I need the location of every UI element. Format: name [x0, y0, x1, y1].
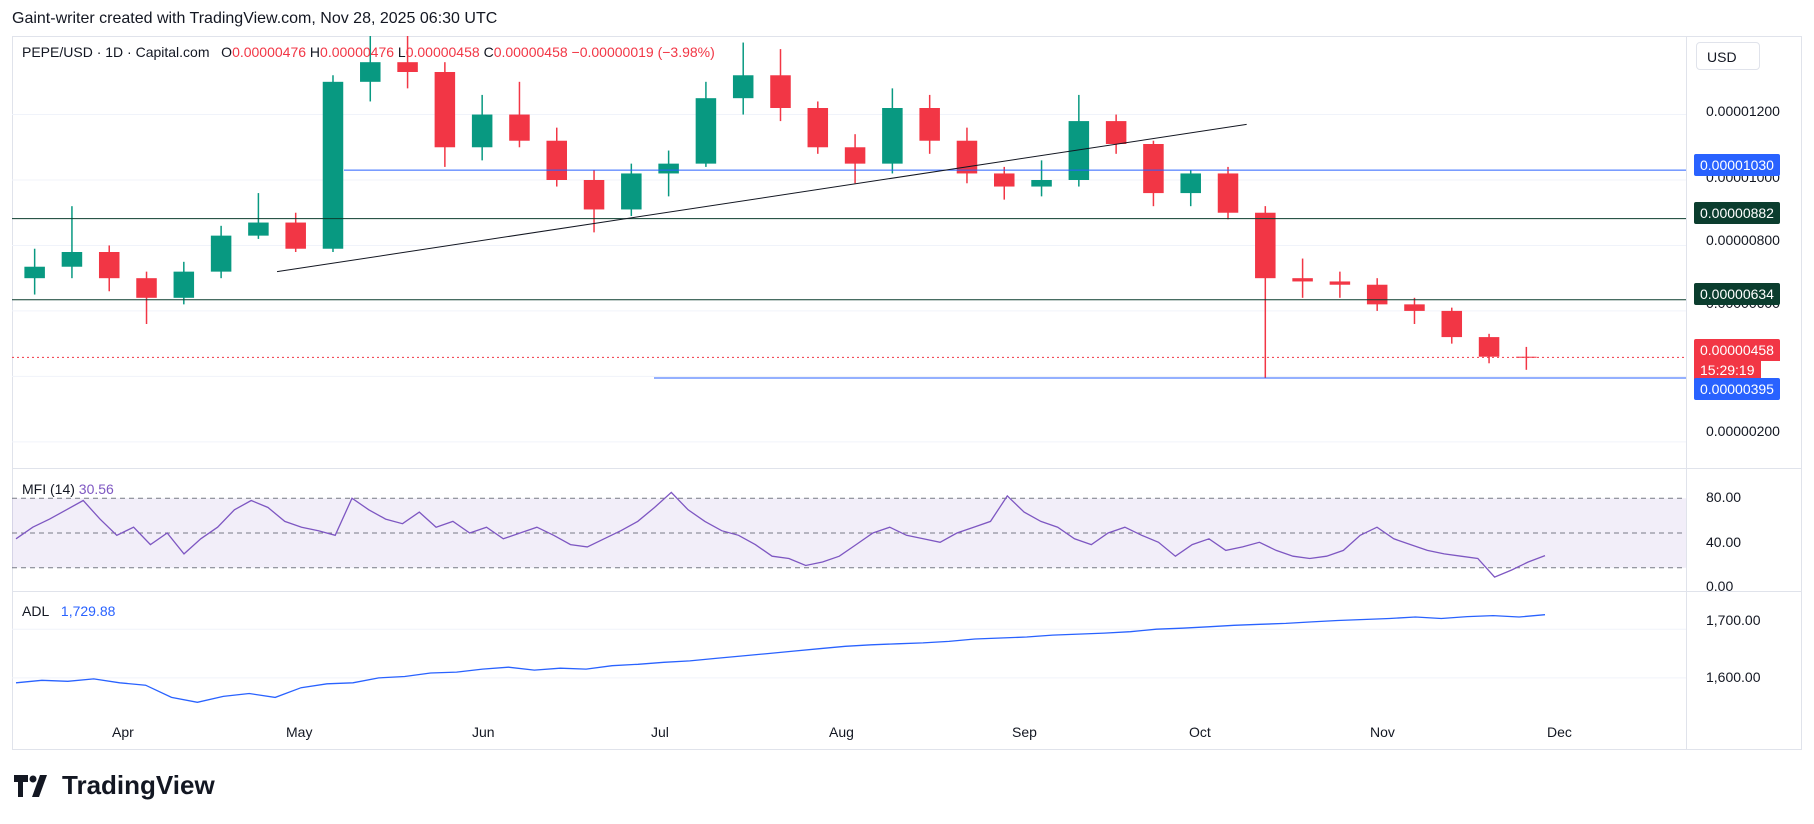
time-axis-label: Oct: [1189, 724, 1211, 740]
candle-body: [695, 98, 717, 164]
adl-axis-label: 1,600.00: [1706, 669, 1761, 685]
candle-body: [583, 180, 605, 210]
candle-body: [173, 271, 195, 298]
candle-body: [509, 114, 530, 141]
mfi-name: MFI (14): [22, 481, 75, 497]
trend-line: [276, 123, 1247, 273]
time-axis-label: Jul: [651, 724, 669, 740]
candle-body: [285, 222, 306, 249]
time-axis-label: Apr: [112, 724, 134, 740]
candle-body: [360, 62, 381, 82]
candle-body: [61, 252, 83, 267]
candle-body: [434, 72, 456, 148]
candle-body: [1516, 356, 1537, 358]
open-label: O: [221, 44, 233, 60]
candle-body: [322, 81, 344, 249]
candle-body: [919, 108, 940, 141]
time-axis-label: Jun: [472, 724, 495, 740]
candle-body: [1366, 284, 1388, 305]
candle-body: [1105, 121, 1127, 144]
mfi-value: 30.56: [78, 481, 114, 497]
candle-body: [807, 108, 829, 148]
candle-body: [1404, 304, 1425, 311]
level-tag-395[interactable]: 0.00000395: [1694, 378, 1780, 400]
countdown-tag: 15:29:19: [1694, 359, 1761, 381]
price-axis-separator: [1686, 36, 1687, 750]
candle-body: [770, 75, 791, 108]
candle-body: [1292, 278, 1313, 282]
candle-body: [397, 62, 418, 72]
candle-body: [1329, 281, 1351, 285]
low-label: L: [397, 44, 406, 60]
candle-body: [136, 278, 157, 298]
adl-axis-label: 1,700.00: [1706, 612, 1761, 628]
candle-body: [658, 163, 679, 174]
candle-body: [882, 108, 903, 164]
candle-body: [1180, 173, 1201, 194]
adl-pane-separator[interactable]: [12, 591, 1802, 592]
price-axis-label: 0.00000800: [1706, 232, 1780, 248]
candle-body: [248, 222, 269, 236]
tradingview-logo-icon: [14, 774, 47, 797]
low-value: 0.00000458: [405, 44, 480, 60]
brand-name: TradingView: [62, 770, 215, 800]
mfi-axis-label: 40.00: [1706, 534, 1742, 550]
close-label: C: [483, 44, 494, 60]
level-tag-634[interactable]: 0.00000634: [1694, 283, 1780, 305]
price-axis-label: 0.00000200: [1706, 423, 1780, 439]
time-axis-label: Nov: [1370, 724, 1395, 740]
candle-body: [471, 114, 493, 148]
high-label: H: [309, 44, 321, 60]
attribution-text: Gaint-writer created with TradingView.co…: [12, 10, 498, 27]
adl-legend[interactable]: ADL 1,729.88: [22, 603, 115, 619]
change-value: −0.00000019 (−3.98%): [571, 44, 715, 60]
last-price-tag[interactable]: 0.00000458: [1694, 339, 1780, 361]
candle-body: [844, 147, 866, 164]
candle-body: [1217, 173, 1239, 213]
time-axis-label: Sep: [1012, 724, 1037, 740]
level-tag-1030[interactable]: 0.00001030: [1694, 154, 1780, 176]
candle-body: [546, 140, 567, 180]
close-value: 0.00000458: [493, 44, 568, 60]
mfi-legend[interactable]: MFI (14) 30.56: [22, 481, 114, 497]
candle-body: [1031, 180, 1052, 187]
symbol-title[interactable]: PEPE/USD · 1D · Capital.com: [22, 44, 210, 60]
candle-body: [210, 235, 232, 272]
mfi-line: [15, 491, 1546, 578]
mfi-axis-label: 0.00: [1706, 578, 1734, 594]
open-value: 0.00000476: [232, 44, 307, 60]
symbol-legend: PEPE/USD · 1D · Capital.com O0.00000476 …: [22, 44, 715, 60]
high-value: 0.00000476: [320, 44, 395, 60]
price-axis-label: 0.00001200: [1706, 103, 1780, 119]
adl-line: [15, 614, 1546, 703]
candle-body: [98, 252, 120, 279]
candle-body: [1068, 121, 1090, 180]
tradingview-brand[interactable]: TradingView: [14, 770, 215, 801]
adl-name: ADL: [22, 603, 50, 619]
mfi-axis-label: 80.00: [1706, 489, 1742, 505]
level-tag-882[interactable]: 0.00000882: [1694, 202, 1780, 224]
currency-button[interactable]: USD: [1696, 42, 1760, 70]
candle-body: [1478, 337, 1500, 357]
adl-value: 1,729.88: [60, 603, 116, 619]
mfi-pane-separator[interactable]: [12, 468, 1802, 469]
candle-body: [1143, 144, 1164, 194]
time-axis-label: Dec: [1547, 724, 1572, 740]
candle-body: [24, 266, 45, 279]
candle-body: [1255, 212, 1276, 279]
chart-frame: [12, 36, 1802, 750]
time-axis-label: May: [286, 724, 313, 740]
candle-body: [994, 173, 1015, 187]
time-axis-label: Aug: [829, 724, 854, 740]
candle-body: [956, 140, 978, 174]
candle-body: [732, 75, 754, 99]
candle-body: [1441, 310, 1463, 338]
candle-body: [621, 173, 642, 210]
